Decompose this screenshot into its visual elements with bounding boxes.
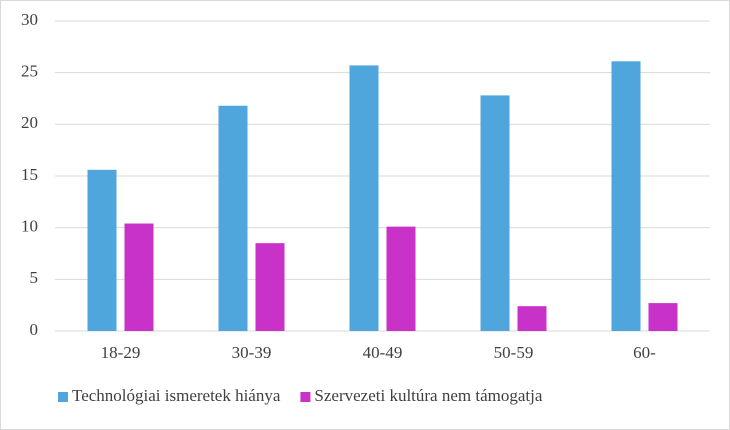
x-tick-label: 18-29 (101, 343, 141, 362)
x-tick-label: 40-49 (363, 343, 403, 362)
legend-swatch (58, 392, 68, 402)
legend-label: Szervezeti kultúra nem támogatja (314, 386, 542, 405)
y-tick-label: 30 (21, 10, 38, 29)
bar (349, 65, 379, 331)
x-tick-label: 60- (633, 343, 656, 362)
y-tick-label: 5 (30, 268, 39, 287)
x-tick-label: 30-39 (232, 343, 272, 362)
bar (517, 306, 547, 331)
y-tick-label: 10 (21, 217, 38, 236)
bar (386, 226, 416, 331)
y-tick-label: 20 (21, 113, 38, 132)
y-tick-label: 0 (30, 320, 39, 339)
bar (87, 169, 117, 331)
legend-swatch (300, 392, 311, 402)
bar (218, 105, 248, 331)
x-tick-label: 50-59 (494, 343, 534, 362)
y-tick-label: 25 (21, 62, 38, 81)
bar (611, 61, 641, 332)
legend-label: Technológiai ismeretek hiánya (72, 386, 281, 405)
y-tick-label: 15 (21, 165, 38, 184)
bar (124, 223, 154, 331)
bar (480, 95, 510, 332)
bar (648, 303, 678, 331)
bar (255, 243, 285, 331)
